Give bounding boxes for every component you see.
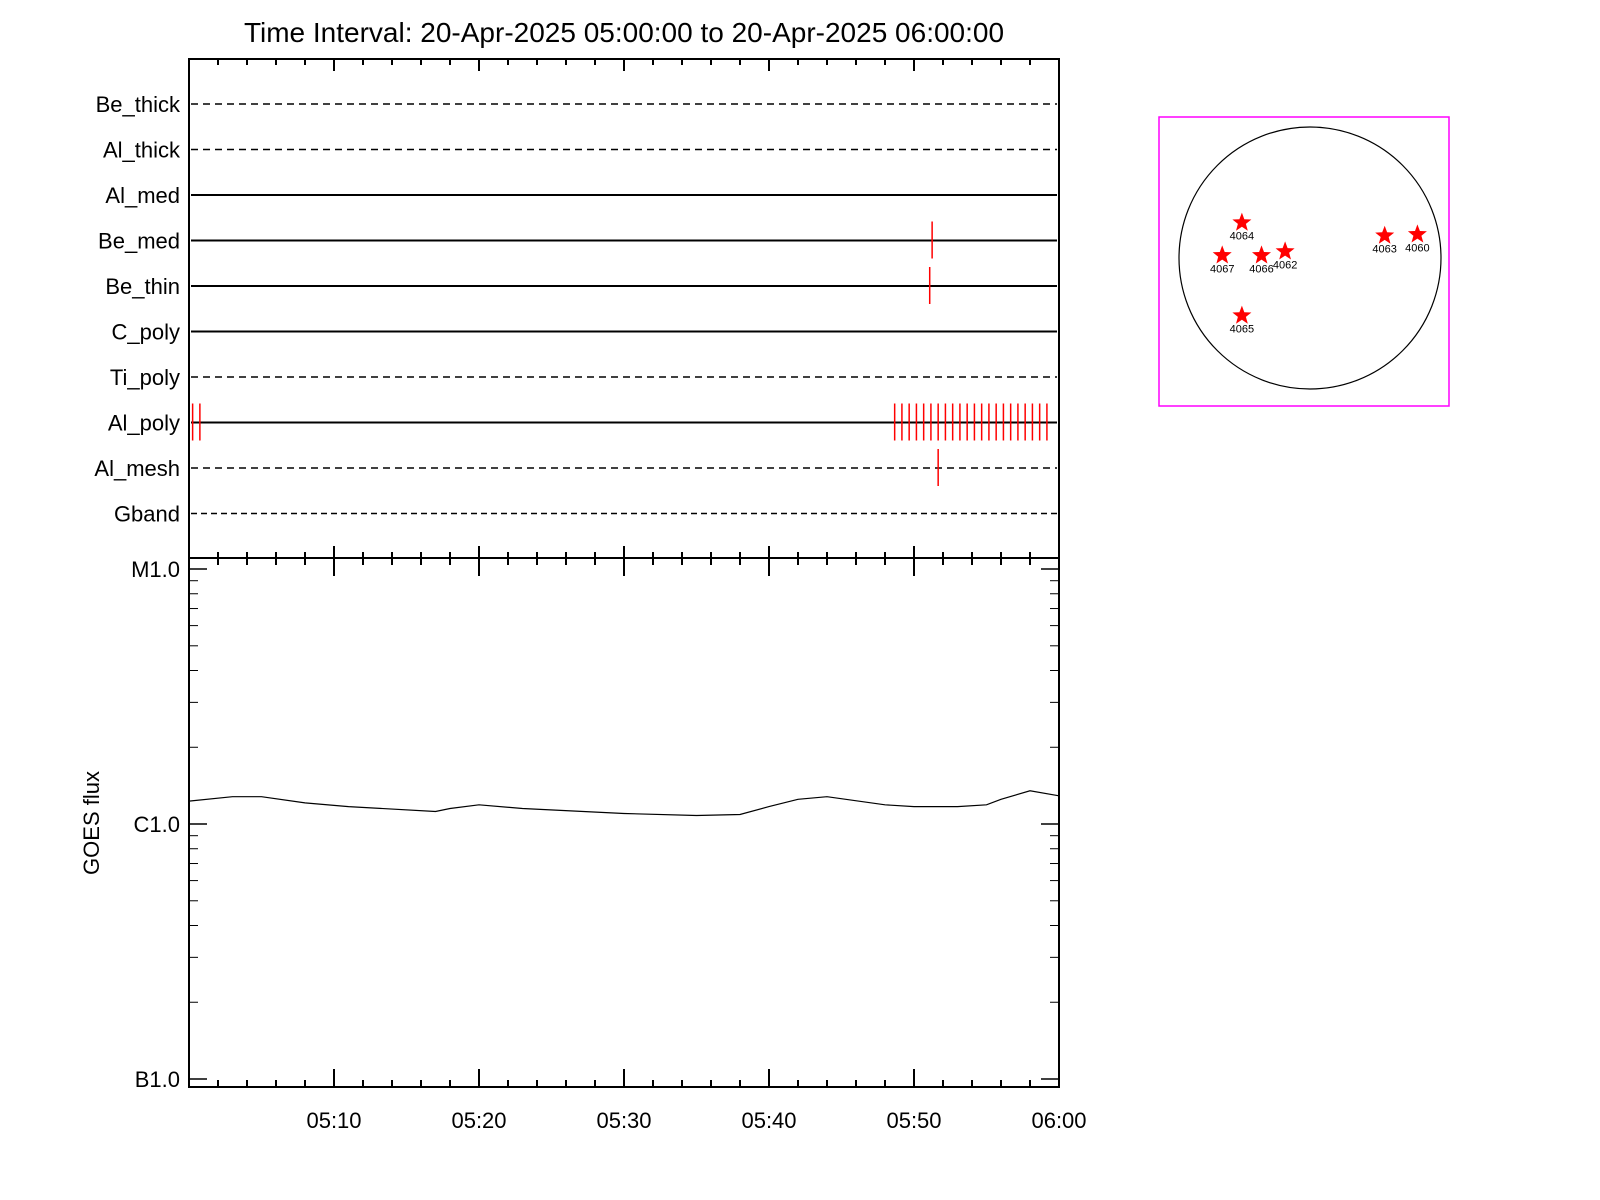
region-label: 4060 [1405,242,1429,254]
channel-label: Be_thin [105,274,180,299]
region-label: 4066 [1249,263,1273,275]
y-axis-label: GOES flux [79,771,104,875]
event-panel: Be_thick Al_thick Al_med Be_med Be_thin C_pol… [94,58,1060,559]
solar-limb [1178,126,1442,390]
channel-label: C_poly [112,320,180,345]
solar-frame [1158,116,1450,407]
solar-disk-panel: 4064 4067 4066 4062 4063 4060 4065 [1158,116,1450,407]
x-tick-label: 05:10 [306,1108,361,1133]
x-tick-label: 06:00 [1031,1108,1086,1133]
channel-label: Be_thick [96,92,181,117]
x-tick-label: 05:20 [451,1108,506,1133]
region-label: 4062 [1273,259,1297,271]
region-star-marker [1375,225,1395,244]
region-label: 4065 [1230,324,1254,336]
y-tick-label: M1.0 [131,557,180,582]
channel-label: Gband [114,502,180,527]
region-star-marker [1212,245,1232,264]
event-panel-frame [188,58,1060,559]
region-star-marker [1275,241,1295,260]
channel-label: Al_med [105,183,180,208]
region-star-marker [1232,305,1252,324]
y-tick-label: C1.0 [134,812,180,837]
x-tick-label: 05:50 [886,1108,941,1133]
region-star-marker [1232,212,1252,231]
chart-title: Time Interval: 20-Apr-2025 05:00:00 to 2… [244,17,1004,48]
channel-label: Al_thick [103,138,181,163]
x-tick-label: 05:30 [596,1108,651,1133]
region-label: 4064 [1230,231,1254,243]
goes-flux-line [188,790,1060,817]
region-star-marker [1252,245,1271,264]
channel-label: Al_mesh [94,456,180,481]
channel-label: Be_med [98,229,180,254]
goes-panel-frame [188,557,1060,1088]
region-label: 4067 [1210,263,1234,275]
y-tick-label: B1.0 [135,1067,180,1092]
x-tick-label: 05:40 [741,1108,796,1133]
channel-label: Al_poly [108,411,180,436]
channel-label: Ti_poly [110,365,180,390]
region-label: 4063 [1372,244,1396,256]
region-star-marker [1407,224,1427,243]
goes-panel: 05:10 05:20 05:30 05:40 05:50 06:00 B1.0 C1.0 M1… [131,557,1087,1133]
